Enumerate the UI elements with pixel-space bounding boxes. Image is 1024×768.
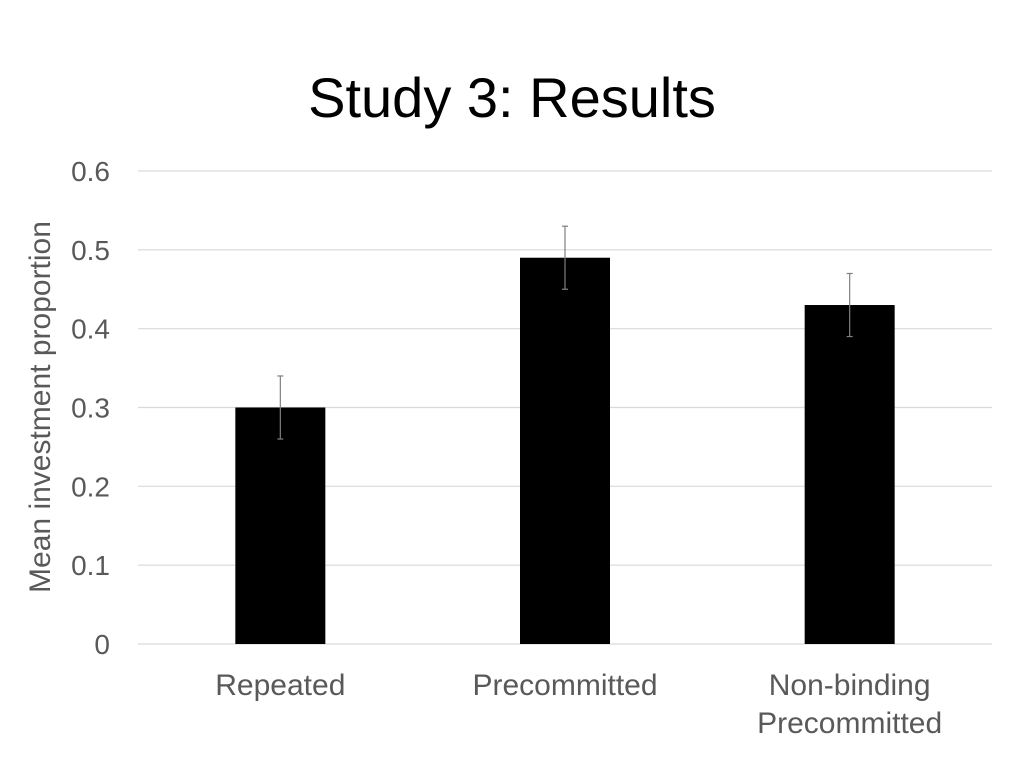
y-tick-label: 0.2 <box>71 471 110 502</box>
x-tick-label: Non-binding <box>769 669 931 702</box>
y-tick-label: 0.4 <box>71 314 110 345</box>
y-tick-label: 0.1 <box>71 550 110 581</box>
y-tick-label: 0.6 <box>71 156 110 187</box>
y-axis-title: Mean investment proportion <box>24 221 57 593</box>
y-tick-label: 0 <box>94 629 110 660</box>
bar <box>520 257 610 644</box>
slide-title: Study 3: Results <box>308 66 716 129</box>
y-axis-ticks: 0 0.1 0.2 0.3 0.4 0.5 0.6 <box>71 156 110 660</box>
x-tick-label: Precommitted <box>472 669 657 702</box>
bars <box>235 257 895 644</box>
x-tick-label: Repeated <box>215 669 345 702</box>
x-tick-label: Precommitted <box>757 707 942 740</box>
bar <box>804 305 895 644</box>
y-tick-label: 0.3 <box>71 393 110 424</box>
x-axis-labels: Repeated Precommitted Non-binding Precommit… <box>215 669 942 740</box>
error-bars <box>277 225 853 440</box>
y-tick-label: 0.5 <box>71 235 110 266</box>
bar <box>235 407 326 644</box>
